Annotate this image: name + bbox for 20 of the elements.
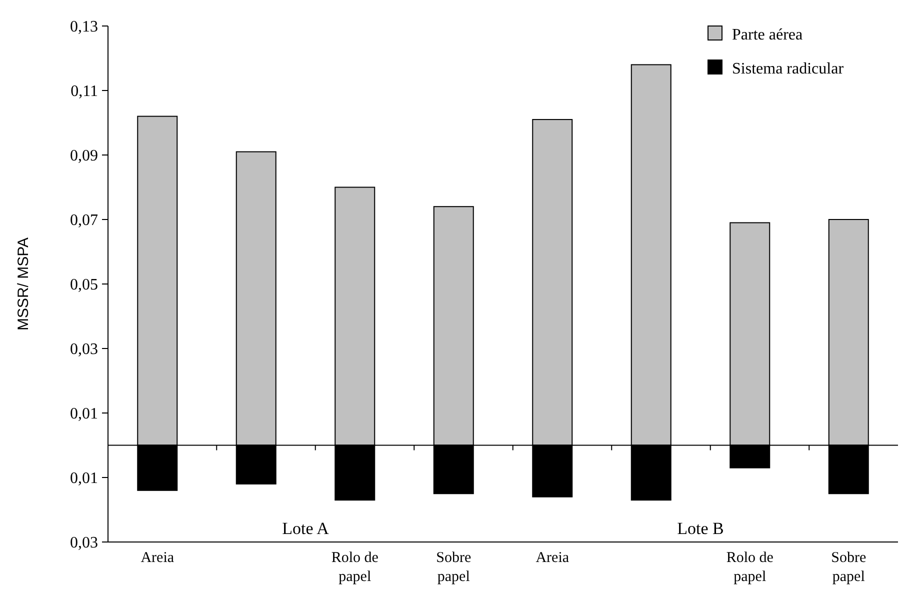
x-tick-label: Areia [140,550,174,566]
annotation: Lote A [282,519,330,538]
annotation: Lote B [677,519,724,538]
x-tick-label: Rolo de papel [331,550,379,585]
y-tick-label: 0,07 [70,212,98,230]
y-tick-label: 0,03 [70,341,98,358]
legend-label: Sistema radicular [732,60,844,78]
x-tick-label: Rolo de papel [726,550,774,585]
y-tick-label: 0,05 [70,276,98,294]
y-tick-label: 0,13 [70,18,98,36]
y-tick-label: 0,09 [70,148,98,165]
y-axis-title: MSSR/ MSPA [15,237,32,331]
y-tick-label: 0,11 [70,83,98,100]
legend-label: Parte aérea [732,26,803,44]
y-tick-label: 0,01 [70,406,98,423]
x-tick-label: Areia [536,550,570,566]
x-tick-label: Sobre papel [831,550,866,585]
y-tick-label: 0,03 [70,534,98,552]
y-tick-label: 0,01 [70,470,98,488]
x-tick-label: Sobre papel [436,550,472,585]
